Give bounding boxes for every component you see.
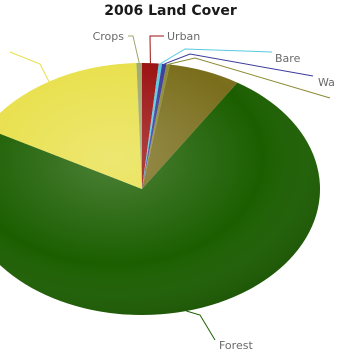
leader-line-crops [128,35,140,64]
slice-label-crops: Crops [93,30,125,43]
slice-label-bare: Bare [275,52,301,65]
leader-line-wa [164,53,314,77]
chart-title: 2006 Land Cover [104,3,237,19]
leader-line-urban [149,35,164,64]
leader-line-6 [9,51,50,82]
slice-label-forest: Forest [219,339,253,352]
leader-line-forest [186,310,216,341]
leader-line-bare [160,48,273,65]
leader-line-3 [168,57,331,99]
slice-label-wa: Wa [318,76,335,89]
slice-label-urban: Urban [167,30,200,43]
